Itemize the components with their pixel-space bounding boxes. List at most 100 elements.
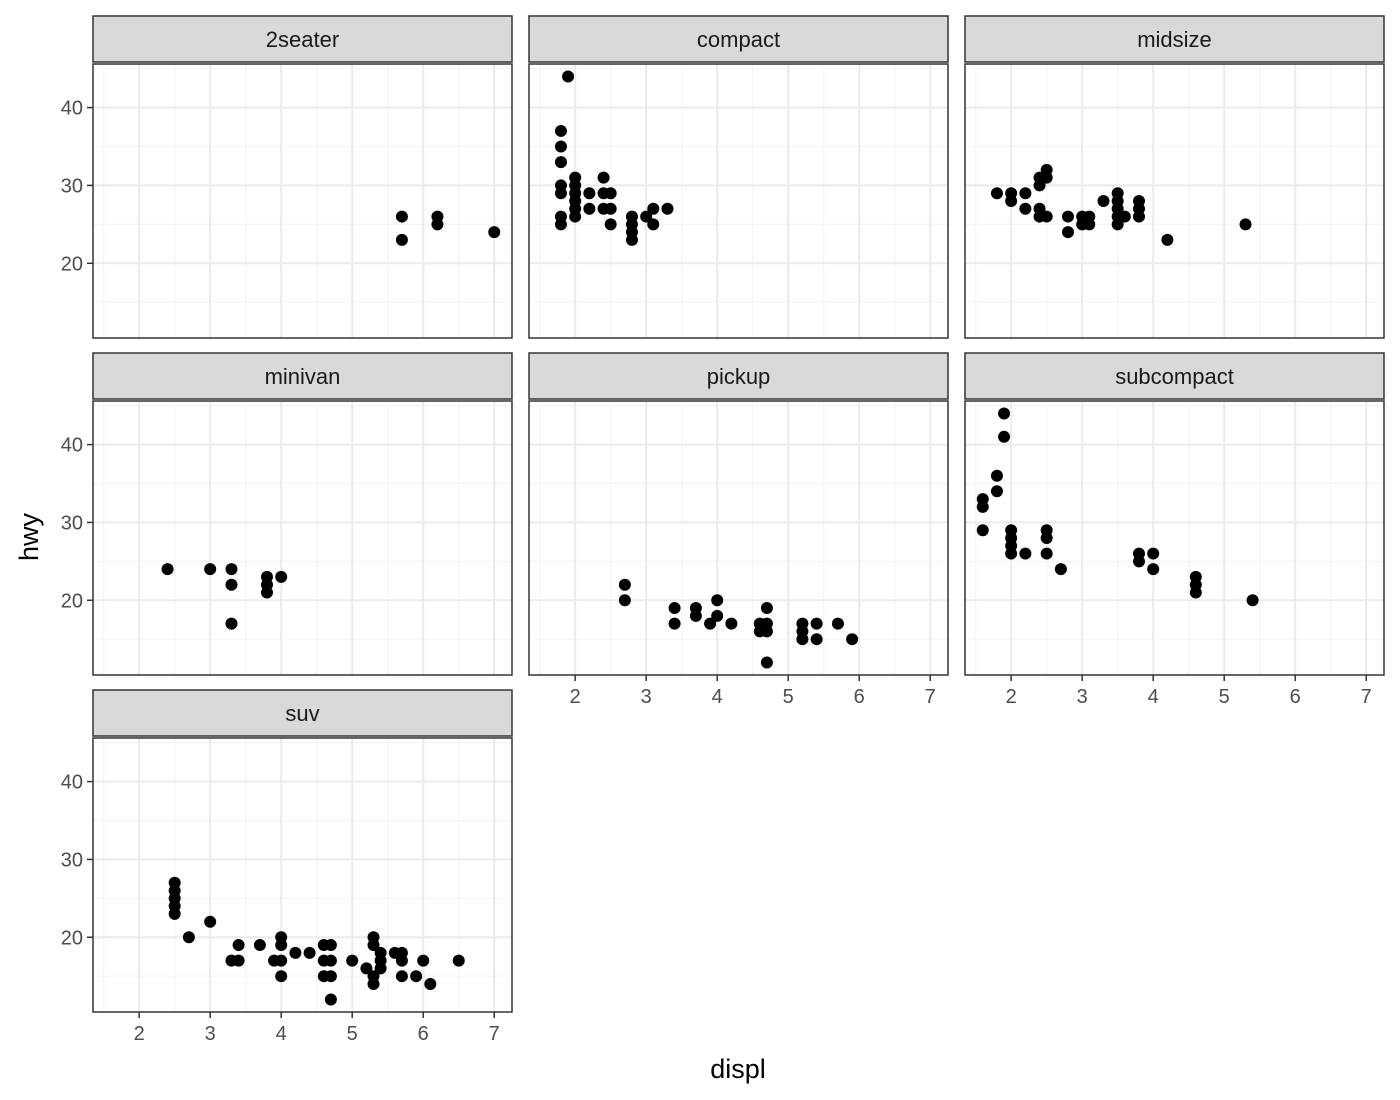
data-point: [998, 430, 1011, 443]
panel-background: [529, 401, 948, 675]
facet-strip: [964, 15, 1385, 63]
data-point: [661, 202, 674, 215]
data-point: [976, 500, 989, 513]
data-point: [990, 485, 1003, 498]
data-point: [1040, 210, 1053, 223]
data-point: [232, 954, 245, 967]
data-point: [604, 187, 617, 200]
facet-strip-label: minivan: [265, 364, 341, 389]
data-point: [1019, 202, 1032, 215]
x-tick-label: 3: [641, 686, 652, 708]
data-point: [1147, 547, 1160, 560]
data-point: [1040, 532, 1053, 544]
panel-border: [964, 400, 1385, 676]
x-tick-label: 6: [854, 686, 865, 708]
data-point: [647, 218, 660, 231]
x-tick-label: 4: [276, 1023, 287, 1045]
facet-panel-midsize: midsize: [964, 15, 1385, 339]
data-point: [360, 962, 373, 975]
data-point: [225, 563, 238, 576]
data-point: [1005, 195, 1018, 207]
data-point: [760, 656, 773, 669]
data-point: [275, 939, 288, 952]
data-point: [668, 602, 681, 615]
data-point: [324, 954, 337, 967]
data-point: [260, 586, 273, 599]
data-point: [796, 633, 809, 646]
data-point: [569, 210, 582, 223]
data-point: [1132, 555, 1145, 568]
panel-border: [528, 63, 949, 339]
data-point: [367, 939, 380, 952]
data-point: [554, 156, 567, 169]
panel-background: [93, 64, 512, 338]
facet-panels: 2seater 20 30 40 compact midsize minivan 20 30 40…: [61, 15, 1385, 1045]
data-point: [1246, 594, 1259, 607]
facet-strip: [964, 352, 1385, 400]
data-point: [232, 939, 245, 952]
data-point: [303, 946, 316, 959]
facet-panel-minivan: minivan 20 30 40: [61, 352, 513, 676]
data-point: [1040, 547, 1053, 560]
data-point: [1019, 187, 1032, 200]
panel-border: [92, 63, 513, 339]
panel-background: [965, 64, 1384, 338]
x-tick-label: 2: [1006, 686, 1017, 708]
data-point: [1111, 218, 1124, 231]
y-tick-label: 20: [61, 253, 83, 275]
data-point: [1005, 547, 1018, 560]
data-point: [640, 210, 653, 223]
data-point: [831, 617, 844, 630]
facet-strip: [92, 689, 513, 737]
panel-background: [93, 401, 512, 675]
facet-panel-2seater: 2seater 20 30 40: [61, 15, 513, 339]
data-point: [711, 609, 724, 622]
data-point: [168, 907, 181, 920]
data-point: [395, 210, 408, 223]
data-point: [275, 570, 288, 583]
x-tick-label: 5: [347, 1023, 358, 1045]
data-point: [1161, 233, 1174, 246]
panel-background: [965, 401, 1384, 675]
data-point: [1189, 586, 1202, 599]
y-tick-label: 20: [61, 590, 83, 612]
data-point: [395, 954, 408, 967]
data-point: [275, 970, 288, 983]
data-point: [625, 233, 638, 246]
data-point: [554, 218, 567, 231]
data-point: [1061, 210, 1074, 223]
panel-border: [528, 400, 949, 676]
data-point: [225, 578, 238, 591]
data-point: [431, 218, 444, 231]
data-point: [253, 939, 266, 952]
data-point: [990, 469, 1003, 482]
panel-background: [529, 64, 948, 338]
data-point: [424, 977, 437, 990]
panel-border: [92, 737, 513, 1013]
x-tick-label: 7: [1361, 686, 1372, 708]
data-point: [554, 124, 567, 137]
data-point: [1132, 210, 1145, 223]
y-tick-label: 30: [61, 175, 83, 197]
data-point: [618, 594, 631, 607]
data-point: [618, 578, 631, 591]
data-point: [225, 617, 238, 630]
x-axis-title: displ: [710, 1054, 766, 1084]
data-point: [668, 617, 681, 630]
facet-strip-label: compact: [697, 27, 780, 52]
x-tick-label: 7: [925, 686, 936, 708]
y-tick-label: 30: [61, 849, 83, 871]
facet-strip-label: midsize: [1137, 27, 1212, 52]
x-tick-label: 3: [1077, 686, 1088, 708]
data-point: [846, 633, 859, 646]
data-point: [711, 594, 724, 607]
data-point: [324, 939, 337, 952]
x-tick-label: 6: [418, 1023, 429, 1045]
data-point: [562, 70, 575, 83]
data-point: [161, 563, 174, 576]
data-point: [204, 915, 217, 928]
x-tick-label: 4: [712, 686, 723, 708]
data-point: [998, 407, 1011, 420]
data-point: [395, 233, 408, 246]
